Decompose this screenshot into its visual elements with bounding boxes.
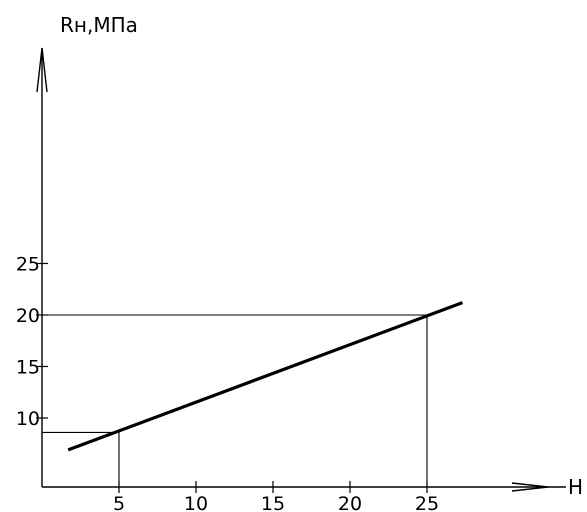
x-axis-label: Н [568,475,583,499]
y-axis-arrow [36,47,48,93]
x-tick-label-20: 20 [338,493,362,512]
x-tick-label-5: 5 [113,493,125,512]
series [67,301,463,452]
axes [36,47,566,492]
y-tick-label-20: 20 [16,305,40,327]
x-tick-label-10: 10 [184,493,208,512]
x-tick-label-15: 15 [261,493,285,512]
x-axis-arrow [511,482,549,492]
ticks: 5 10 15 20 25 10 15 20 25 [16,253,439,512]
y-tick-label-15: 15 [16,356,40,378]
y-tick-label-10: 10 [16,408,40,430]
y-tick-label-25: 25 [16,253,40,275]
x-tick-label-25: 25 [415,493,439,512]
guide-lines [42,314,428,487]
series-line-1 [67,301,463,452]
reference-guide-1 [42,431,120,487]
y-axis-label: Rн,МПа [60,13,138,37]
reference-guide-2 [42,314,428,487]
